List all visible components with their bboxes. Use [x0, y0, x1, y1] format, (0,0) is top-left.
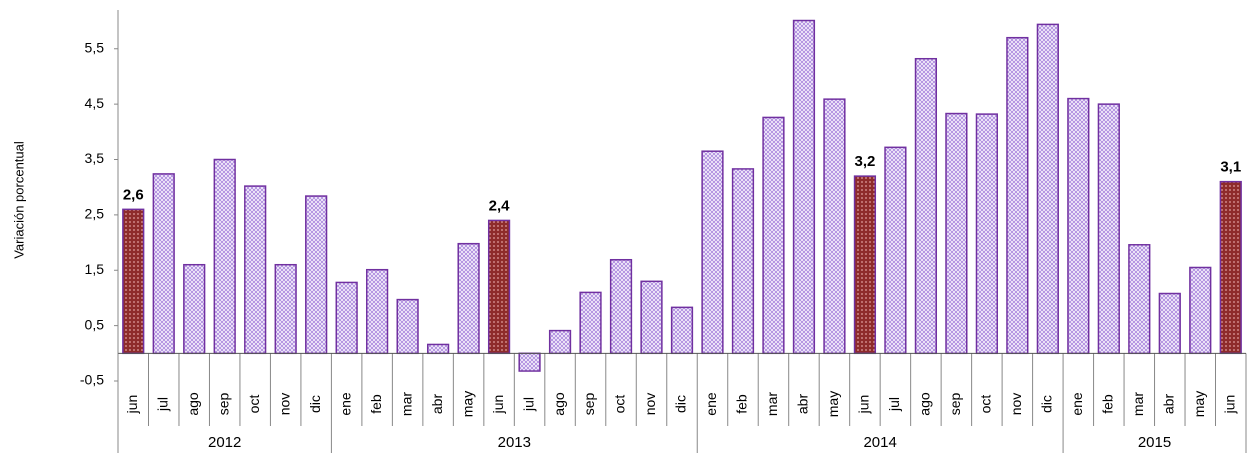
y-axis-label: Variación porcentual: [11, 141, 26, 259]
bar: [1219, 180, 1242, 355]
x-tick-label: dic: [307, 395, 323, 413]
bar: [792, 19, 816, 355]
y-tick-label: -0,5: [80, 372, 104, 388]
x-tick-label: dic: [1039, 395, 1055, 413]
x-tick-label: jul: [520, 397, 536, 412]
x-tick-label: jul: [886, 397, 902, 412]
bar: [457, 242, 480, 355]
bar: [305, 195, 328, 355]
bar: [244, 185, 267, 355]
bar: [518, 352, 541, 372]
y-tick-label: 5,5: [85, 39, 105, 55]
bar: [914, 57, 938, 355]
bar: [1097, 103, 1120, 355]
x-tick-label: abr: [1160, 394, 1176, 415]
bar: [122, 208, 145, 355]
bar: [487, 219, 511, 355]
bar: [731, 168, 755, 355]
x-tick-label: ago: [917, 392, 933, 416]
x-tick-label: oct: [612, 395, 628, 414]
x-tick-label: feb: [734, 394, 750, 414]
year-label: 2012: [208, 434, 241, 451]
bar: [884, 146, 907, 355]
bar: [853, 175, 877, 355]
x-tick-label: may: [825, 391, 841, 417]
y-tick-label: 0,5: [85, 316, 105, 332]
bar: [823, 98, 846, 355]
value-label: 3,2: [854, 153, 875, 170]
bar: [975, 113, 998, 355]
x-tick-label: jun: [1221, 395, 1237, 415]
x-tick-label: nov: [642, 393, 658, 416]
bar: [274, 263, 297, 355]
x-tick-label: mar: [398, 392, 414, 416]
x-tick-label: sep: [215, 393, 231, 416]
bar: [396, 298, 419, 355]
y-tick-label: 2,5: [85, 206, 105, 222]
x-tick-label: may: [459, 391, 475, 417]
bar: [366, 268, 389, 355]
year-label: 2013: [498, 434, 531, 451]
x-tick-label: ago: [185, 392, 201, 416]
year-label: 2015: [1138, 434, 1171, 451]
bar: [701, 150, 724, 355]
x-tick-label: may: [1191, 391, 1207, 417]
bar: [183, 263, 206, 355]
x-tick-label: sep: [581, 393, 597, 416]
value-label: 2,4: [489, 197, 511, 214]
y-tick-label: 1,5: [85, 261, 105, 277]
x-tick-label: ene: [337, 392, 353, 416]
bar: [640, 280, 663, 355]
bar: [1128, 244, 1151, 355]
bar: [579, 291, 602, 355]
x-tick-label: oct: [978, 395, 994, 414]
x-tick-label: sep: [947, 393, 963, 416]
x-tick-label: abr: [429, 394, 445, 415]
x-tick-label: mar: [764, 392, 780, 416]
value-label: 3,1: [1220, 159, 1241, 176]
x-tick-label: jun: [856, 395, 872, 415]
x-tick-label: nov: [276, 393, 292, 416]
x-tick-label: dic: [673, 395, 689, 413]
bar: [335, 281, 358, 355]
x-tick-label: oct: [246, 395, 262, 414]
bar: [945, 112, 968, 355]
y-tick-label: 4,5: [85, 95, 105, 111]
bar: [213, 158, 236, 355]
bar: [1036, 23, 1059, 355]
x-tick-label: jul: [154, 397, 170, 412]
x-tick-label: feb: [368, 394, 384, 414]
year-label: 2014: [863, 434, 896, 451]
value-label: 2,6: [123, 186, 144, 203]
bar: [1189, 266, 1212, 355]
x-tick-label: feb: [1100, 394, 1116, 414]
bar: [762, 116, 785, 355]
x-tick-label: mar: [1130, 392, 1146, 416]
x-tick-label: ene: [703, 392, 719, 416]
bar: [1067, 97, 1090, 355]
bar: [1006, 36, 1029, 355]
x-tick-label: ago: [551, 392, 567, 416]
x-tick-label: abr: [795, 394, 811, 415]
bar: [152, 173, 175, 355]
y-tick-label: 3,5: [85, 150, 105, 166]
bar: [1158, 292, 1181, 355]
x-tick-label: nov: [1008, 393, 1024, 416]
bar: [670, 306, 694, 355]
bar: [426, 343, 450, 355]
x-tick-label: ene: [1069, 392, 1085, 416]
x-tick-label: jun: [490, 395, 506, 415]
bar: [548, 329, 572, 355]
bar: [609, 258, 633, 355]
x-tick-label: jun: [124, 395, 140, 415]
